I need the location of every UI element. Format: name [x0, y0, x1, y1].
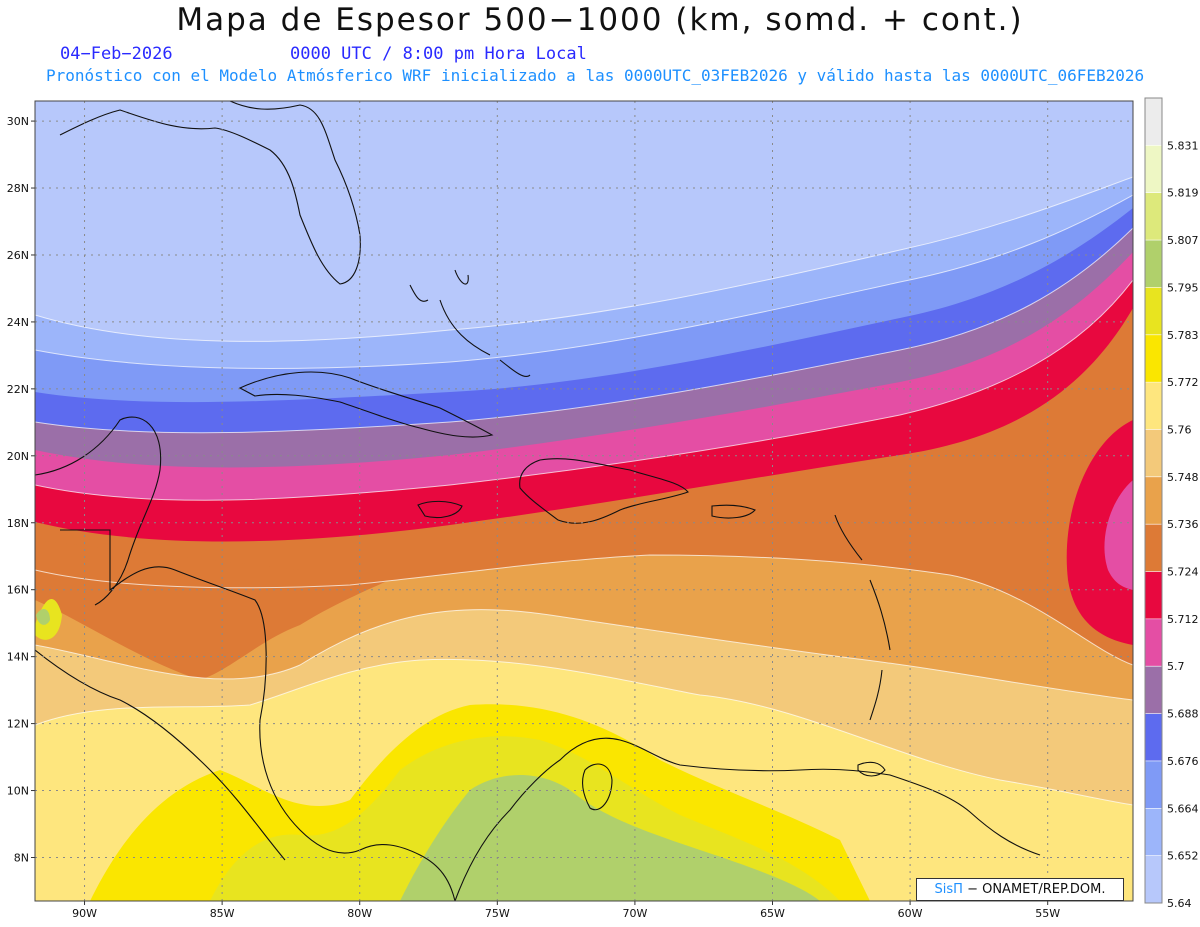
colorbar-label: 5.831 — [1167, 139, 1199, 152]
colorbar-swatch — [1145, 618, 1162, 667]
lat-label: 22N — [7, 383, 29, 396]
credit-box: SisΠ − ONAMET/REP.DOM. — [916, 878, 1124, 901]
colorbar-label: 5.652 — [1167, 850, 1199, 863]
colorbar-swatch — [1145, 571, 1162, 620]
colorbar-swatch — [1145, 855, 1162, 904]
lat-label: 12N — [7, 718, 29, 731]
cuba-coast — [238, 371, 494, 438]
lon-label: 65W — [760, 907, 785, 920]
graticule — [35, 101, 1133, 901]
plot-frame — [34, 100, 1134, 902]
lake-maracaibo — [581, 763, 613, 811]
colorbar-label: 5.783 — [1167, 329, 1199, 342]
puerto-rico-coast — [711, 504, 756, 519]
colorbar-label: 5.64 — [1167, 897, 1192, 910]
colorbar-swatch — [1145, 476, 1162, 525]
lon-label: 85W — [210, 907, 235, 920]
colorbar-swatch — [1145, 808, 1162, 857]
colorbar-swatch — [1145, 98, 1162, 146]
trinidad-coast — [857, 761, 886, 777]
mexico-coast — [35, 649, 286, 861]
colorbar-swatch — [1145, 382, 1162, 430]
lon-label: 80W — [347, 907, 372, 920]
colorbar-swatch — [1145, 524, 1162, 573]
lon-label: 70W — [622, 907, 647, 920]
jamaica-coast — [417, 500, 463, 519]
colorbar-swatch — [1145, 240, 1162, 288]
contour-lines — [35, 176, 1133, 806]
yucatan-coast — [35, 416, 162, 606]
credit-org: − ONAMET/REP.DOM. — [962, 882, 1106, 897]
lon-label: 75W — [485, 907, 510, 920]
coastlines — [35, 101, 1041, 901]
lat-label: 28N — [7, 182, 29, 195]
colorbar-label: 5.676 — [1167, 755, 1199, 768]
lat-label: 18N — [7, 517, 29, 530]
lat-label: 8N — [14, 851, 29, 864]
forecast-time: 0000 UTC / 8:00 pm Hora Local — [290, 44, 587, 64]
colorbar-label: 5.712 — [1167, 613, 1199, 626]
lon-label: 55W — [1035, 907, 1060, 920]
colorbar-label: 5.7 — [1167, 660, 1185, 673]
forecast-date: 04−Feb−2026 — [60, 44, 173, 64]
lat-label: 26N — [7, 249, 29, 262]
colorbar-swatch — [1145, 192, 1162, 241]
colorbar-swatch — [1145, 287, 1162, 336]
colorbar-swatch — [1145, 760, 1162, 809]
credit-brand: SisΠ — [934, 882, 963, 897]
colorbar-swatch — [1145, 145, 1162, 194]
colorbar-label: 5.664 — [1167, 802, 1199, 815]
thickness-band-13 — [400, 775, 820, 901]
lat-label: 10N — [7, 785, 29, 798]
colorbar-label: 5.688 — [1167, 708, 1199, 721]
florida-coast — [59, 101, 361, 285]
colorbar-label: 5.76 — [1167, 423, 1192, 436]
thickness-band-5b — [1104, 480, 1133, 590]
south-america-coast — [454, 737, 1041, 901]
colorbar-label: 5.724 — [1167, 566, 1199, 579]
lesser-antilles — [834, 514, 891, 721]
colorbar-swatch — [1145, 429, 1162, 478]
lon-label: 60W — [898, 907, 923, 920]
thickness-band-7b — [35, 540, 400, 680]
lat-label: 30N — [7, 115, 29, 128]
lat-label: 14N — [7, 651, 29, 664]
bahamas — [409, 269, 531, 378]
colorbar-label: 5.748 — [1167, 471, 1199, 484]
lat-label: 24N — [7, 316, 29, 329]
lon-label: 90W — [72, 907, 97, 920]
colorbar-label: 5.807 — [1167, 234, 1199, 247]
colorbar: 5.831 5.819 5.807 5.795 5.783 5.772 5.76 5.748 5… — [1144, 97, 1199, 910]
colorbar-swatch — [1145, 334, 1162, 383]
thickness-band-13b — [36, 608, 50, 625]
colorbar-label: 5.736 — [1167, 518, 1199, 531]
colorbar-label: 5.772 — [1167, 376, 1199, 389]
central-america-coast — [60, 529, 456, 901]
axis-labels: 30N 28N 26N 24N 22N 20N 18N 16N 14N 12N 10N 8N 90W 85… — [7, 115, 1060, 920]
colorbar-swatch — [1145, 666, 1162, 715]
colorbar-label: 5.819 — [1167, 187, 1199, 200]
hispaniola-coast — [519, 458, 689, 524]
colorbar-label: 5.795 — [1167, 281, 1199, 294]
model-description: Pronóstico con el Modelo Atmósferico WRF… — [46, 66, 1145, 85]
lat-label: 16N — [7, 584, 29, 597]
map-title: Mapa de Espesor 500−1000 (km, somd. + co… — [176, 2, 1024, 38]
lat-label: 20N — [7, 450, 29, 463]
colorbar-frame — [1144, 97, 1163, 904]
thickness-band-6b — [1066, 420, 1133, 645]
colorbar-swatch — [1145, 713, 1162, 762]
